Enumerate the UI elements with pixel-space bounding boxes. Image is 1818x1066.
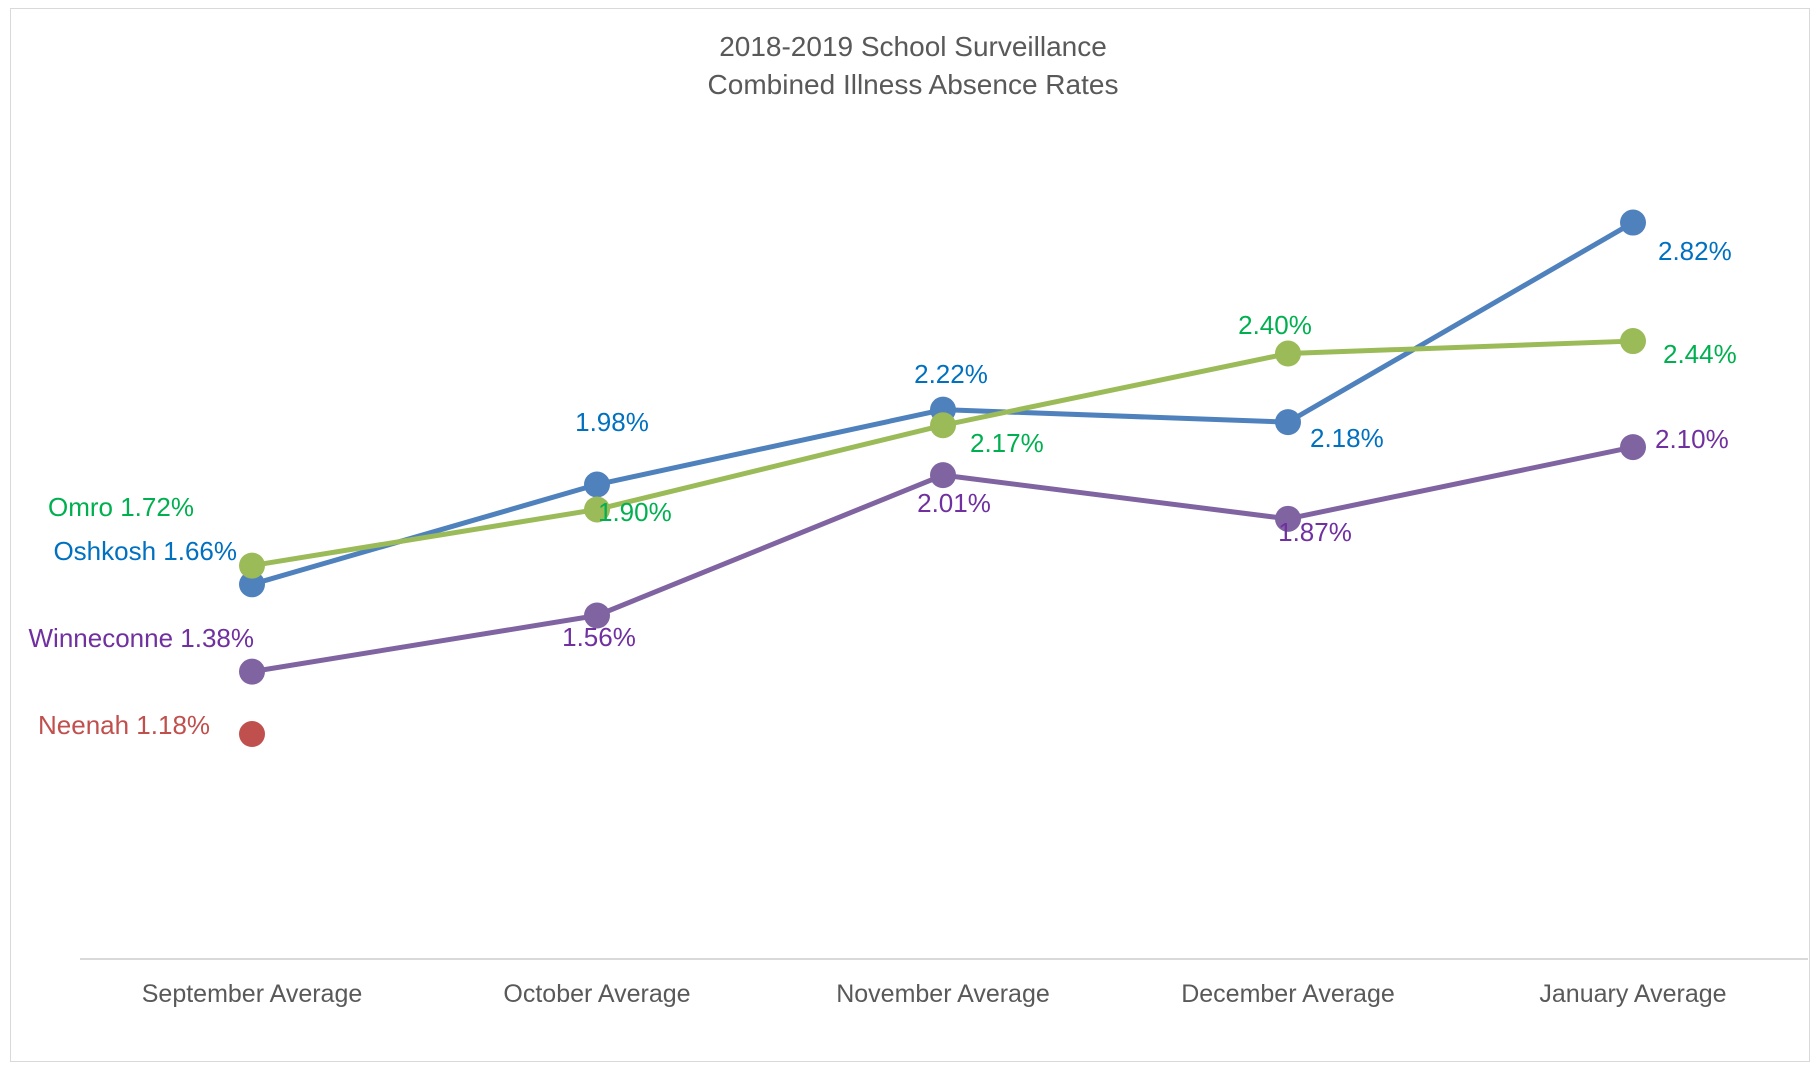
data-label-oshkosh: 1.98% [575,407,649,437]
data-label-omro: 2.17% [970,428,1044,458]
data-point-winneconne [584,602,610,629]
data-label-winneconne: 2.01% [917,488,991,518]
data-point-omro [1275,340,1301,367]
data-point-winneconne [1275,505,1301,532]
data-point-winneconne [239,658,265,685]
x-tick-label: December Average [1181,980,1395,1008]
data-point-omro [930,412,956,439]
x-tick-label: September Average [142,980,363,1008]
data-label-omro: 2.44% [1663,339,1737,369]
data-label-winneconne: Winneconne 1.38% [29,623,254,653]
data-point-omro [584,496,610,523]
x-tick-label: October Average [503,980,690,1008]
data-point-omro [239,552,265,579]
chart-subtitle: Combined Illness Absence Rates [708,69,1119,100]
data-label-omro: Omro 1.72% [48,492,194,522]
series-lines [251,220,1635,675]
data-label-winneconne: 1.87% [1278,517,1352,547]
data-label-omro: 1.90% [598,497,672,527]
data-label-oshkosh: Oshkosh 1.66% [53,536,237,566]
x-axis-ticks: September Average October Average November… [142,980,1727,1008]
data-point-oshkosh [239,571,265,598]
series-points [239,209,1646,748]
data-point-oshkosh [584,471,610,498]
data-label-neenah: Neenah 1.18% [38,710,210,740]
data-label-winneconne: 1.56% [562,622,636,652]
x-tick-label: January Average [1539,980,1726,1008]
data-label-omro: 2.40% [1238,310,1312,340]
data-labels: Winneconne 1.38% 1.56% 2.01% 1.87% 2.10% Oshk… [29,236,1737,740]
data-point-winneconne [930,462,956,489]
data-label-oshkosh: 2.18% [1310,423,1384,453]
chart-title: 2018-2019 School Surveillance [719,31,1107,62]
x-tick-label: November Average [836,980,1050,1008]
data-point-oshkosh [1620,209,1646,236]
data-point-neenah [239,721,265,748]
chart-frame [10,8,1810,1062]
data-label-winneconne: 2.10% [1655,424,1729,454]
data-point-oshkosh [1275,409,1301,436]
data-label-oshkosh: 2.22% [914,359,988,389]
data-label-oshkosh: 2.82% [1658,236,1732,266]
data-point-omro [1620,328,1646,355]
data-point-winneconne [1620,434,1646,461]
